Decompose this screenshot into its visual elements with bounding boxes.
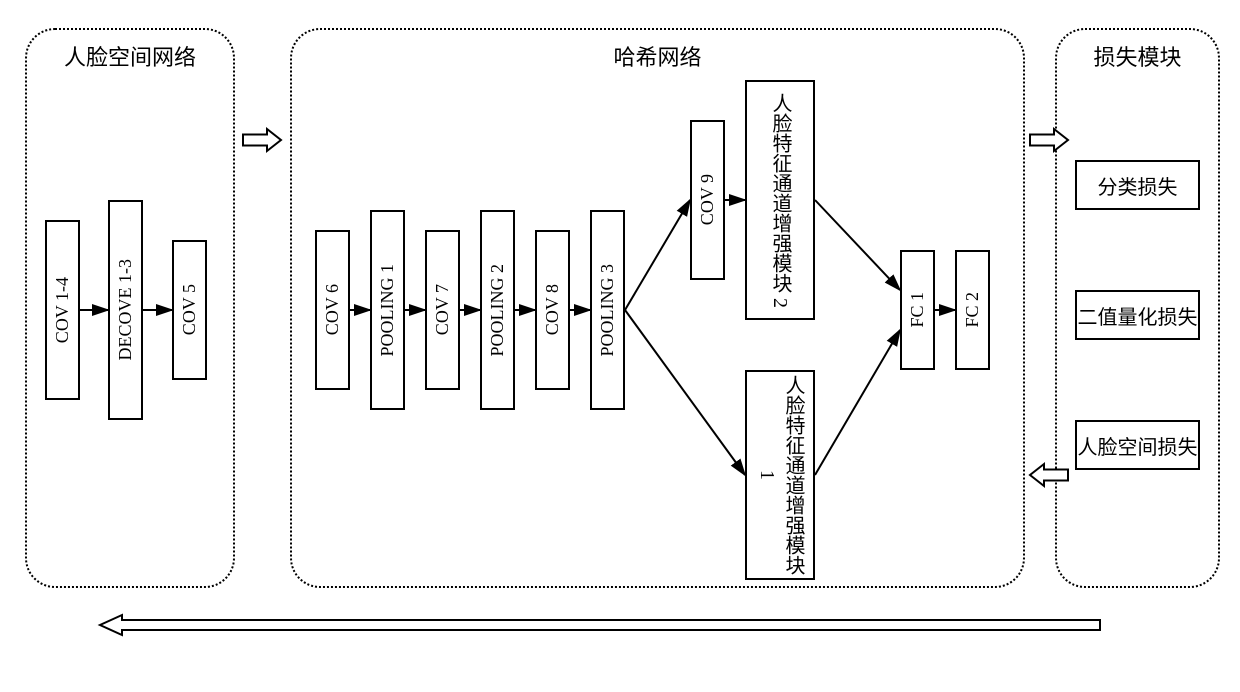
- panel-center-title: 哈希网络: [613, 40, 701, 72]
- block-pool1: POOLING 1: [370, 210, 405, 410]
- block-cov5: COV 5: [172, 240, 207, 380]
- block-enhance1: 人脸特征通道增强模块 1: [745, 370, 815, 580]
- block-cov7: COV 7: [425, 230, 460, 390]
- block-label: 二值量化损失: [1078, 301, 1198, 330]
- block-label: COV 6: [322, 284, 343, 335]
- block-label: COV 9: [697, 174, 718, 225]
- block-fc1: FC 1: [900, 250, 935, 370]
- block-label: FC 2: [962, 292, 983, 328]
- block-cov1-4: COV 1-4: [45, 220, 80, 400]
- block-label: FC 1: [907, 292, 928, 328]
- block-label: COV 7: [432, 284, 453, 335]
- block-cov8: COV 8: [535, 230, 570, 390]
- block-enhance2: 人脸特征通道增强模块 2: [745, 80, 815, 320]
- block-loss3: 人脸空间损失: [1075, 420, 1200, 470]
- block-pool3: POOLING 3: [590, 210, 625, 410]
- block-loss1: 分类损失: [1075, 160, 1200, 210]
- panel-right-title: 损失模块: [1093, 40, 1181, 72]
- block-loss2: 二值量化损失: [1075, 290, 1200, 340]
- block-cov6: COV 6: [315, 230, 350, 390]
- block-label: COV 1-4: [52, 277, 73, 343]
- block-decove: DECOVE 1-3: [108, 200, 143, 420]
- block-label: 人脸特征通道增强模块 1: [754, 372, 806, 578]
- block-label: COV 5: [179, 284, 200, 335]
- block-label: POOLING 3: [597, 264, 618, 357]
- block-label: 人脸特征通道增强模块 2: [767, 93, 793, 308]
- block-label: 人脸空间损失: [1078, 431, 1198, 460]
- panel-left-title: 人脸空间网络: [64, 40, 196, 72]
- block-label: DECOVE 1-3: [115, 259, 136, 361]
- block-pool2: POOLING 2: [480, 210, 515, 410]
- block-label: COV 8: [542, 284, 563, 335]
- block-fc2: FC 2: [955, 250, 990, 370]
- block-label: POOLING 1: [377, 264, 398, 357]
- block-label: POOLING 2: [487, 264, 508, 357]
- block-label: 分类损失: [1098, 171, 1178, 200]
- block-cov9: COV 9: [690, 120, 725, 280]
